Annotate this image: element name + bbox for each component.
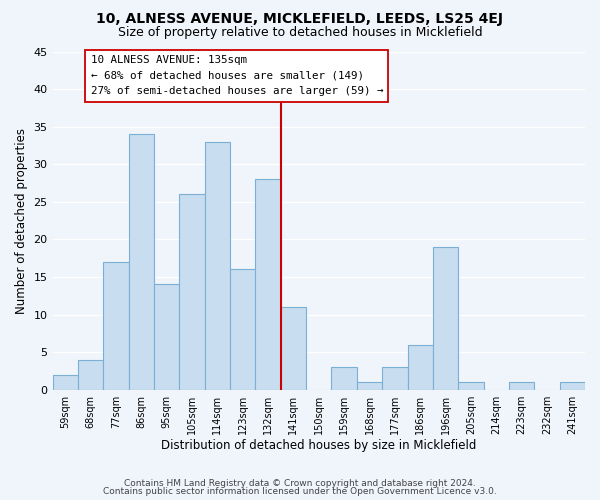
Text: Contains public sector information licensed under the Open Government Licence v3: Contains public sector information licen… [103,487,497,496]
Bar [458,382,484,390]
Text: 10 ALNESS AVENUE: 135sqm
← 68% of detached houses are smaller (149)
27% of semi-: 10 ALNESS AVENUE: 135sqm ← 68% of detach… [91,56,383,96]
X-axis label: Distribution of detached houses by size in Micklefield: Distribution of detached houses by size … [161,440,476,452]
Bar [128,134,154,390]
Bar [103,262,128,390]
Bar [78,360,103,390]
Text: Size of property relative to detached houses in Micklefield: Size of property relative to detached ho… [118,26,482,39]
Bar [433,247,458,390]
Bar [230,270,256,390]
Bar [281,307,306,390]
Bar [205,142,230,390]
Bar [179,194,205,390]
Bar [509,382,534,390]
Bar [560,382,585,390]
Bar [407,344,433,390]
Bar [53,374,78,390]
Text: Contains HM Land Registry data © Crown copyright and database right 2024.: Contains HM Land Registry data © Crown c… [124,478,476,488]
Bar [357,382,382,390]
Bar [256,180,281,390]
Bar [382,367,407,390]
Bar [331,367,357,390]
Text: 10, ALNESS AVENUE, MICKLEFIELD, LEEDS, LS25 4EJ: 10, ALNESS AVENUE, MICKLEFIELD, LEEDS, L… [97,12,503,26]
Bar [154,284,179,390]
Y-axis label: Number of detached properties: Number of detached properties [15,128,28,314]
